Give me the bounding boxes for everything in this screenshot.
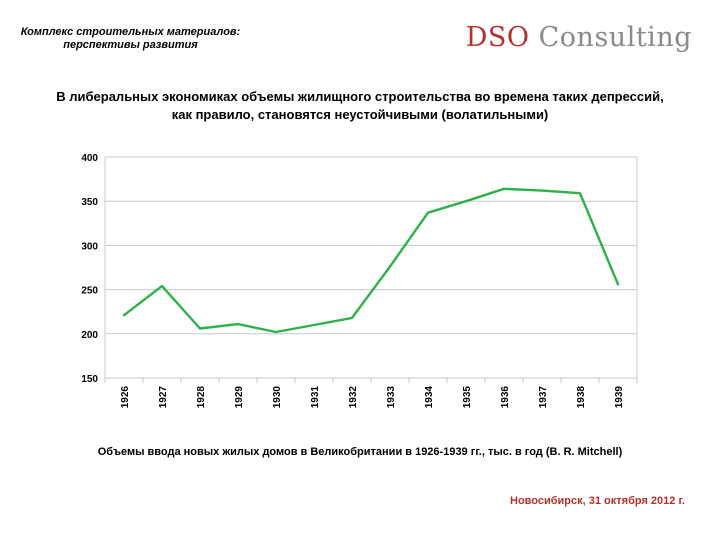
slide-subtitle: В либеральных экономиках объемы жилищног… xyxy=(20,88,700,124)
x-tick-label: 1937 xyxy=(538,386,549,409)
chart-caption: Объемы ввода новых жилых домов в Великоб… xyxy=(97,446,623,458)
y-tick-label: 300 xyxy=(81,241,98,252)
x-tick-label: 1932 xyxy=(348,386,359,409)
x-tick-label: 1935 xyxy=(462,386,473,409)
x-tick-label: 1927 xyxy=(158,386,169,409)
footer-date: Новосибирск, 31 октября 2012 г. xyxy=(510,495,685,507)
presentation-title-line1: Комплекс строительных материалов: xyxy=(20,26,241,38)
x-tick-label: 1936 xyxy=(500,386,511,409)
x-tick-label: 1926 xyxy=(120,386,131,409)
y-tick-label: 400 xyxy=(81,153,98,164)
y-tick-label: 350 xyxy=(81,197,98,208)
x-tick-label: 1934 xyxy=(424,386,435,409)
company-logo: DSO Consulting xyxy=(466,22,692,53)
x-tick-label: 1931 xyxy=(310,386,321,409)
y-tick-label: 150 xyxy=(81,374,98,385)
logo-dso: DSO xyxy=(465,22,530,53)
x-tick-label: 1928 xyxy=(196,386,207,409)
x-tick-label: 1939 xyxy=(614,386,625,409)
y-tick-label: 250 xyxy=(81,286,98,297)
x-tick-label: 1933 xyxy=(386,386,397,409)
y-tick-label: 200 xyxy=(81,330,98,341)
presentation-title: Комплекс строительных материалов: перспе… xyxy=(18,26,243,52)
series-line xyxy=(122,187,620,334)
presentation-title-line2: перспективы развития xyxy=(63,39,198,51)
x-tick-label: 1938 xyxy=(576,386,587,409)
slide-subtitle-line2: как правило, становятся неустойчивыми (в… xyxy=(171,107,549,122)
x-tick-label: 1930 xyxy=(272,386,283,409)
logo-consulting: Consulting xyxy=(529,22,692,53)
slide-subtitle-line1: В либеральных экономиках объемы жилищног… xyxy=(56,89,664,104)
x-tick-label: 1929 xyxy=(234,386,245,409)
